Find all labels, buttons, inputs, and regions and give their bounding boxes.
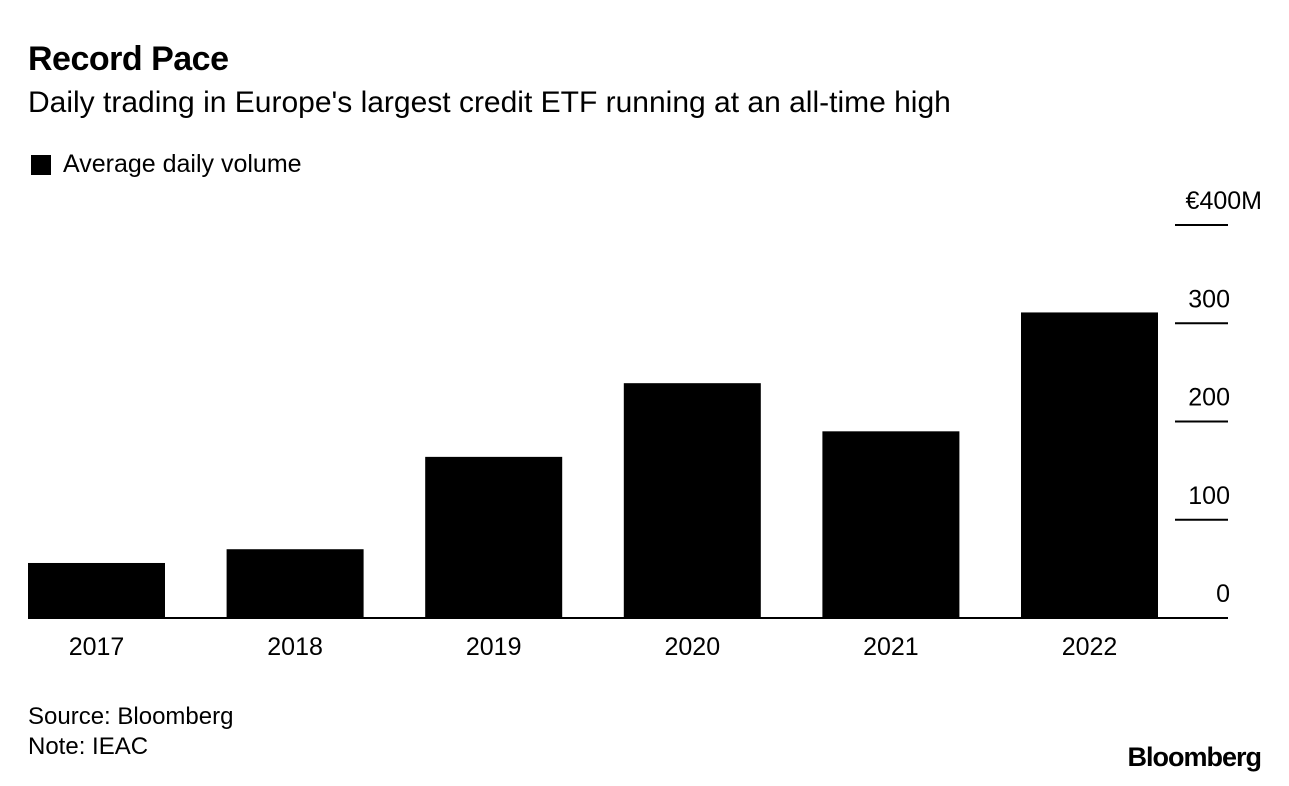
y-tick-label-0: 0 bbox=[1216, 580, 1230, 608]
footnote: Note: IEAC bbox=[28, 733, 149, 760]
source-note: Source: Bloomberg bbox=[28, 703, 234, 730]
x-tick-label-2018: 2018 bbox=[267, 633, 323, 661]
y-tick-label-200: 200 bbox=[1188, 384, 1230, 412]
legend: Average daily volume bbox=[31, 150, 302, 179]
bar-chart: 2017 2018 2019 2020 2021 2022 0 100 200 300 €400M bbox=[28, 187, 1262, 661]
bar-2022 bbox=[1021, 312, 1158, 618]
y-tick-label-300: 300 bbox=[1188, 285, 1230, 313]
legend-label: Average daily volume bbox=[63, 150, 302, 178]
y-tick-label-400: €400M bbox=[1186, 187, 1262, 215]
x-tick-label-2017: 2017 bbox=[69, 633, 125, 661]
bar-2021 bbox=[822, 431, 960, 618]
y-tick-label-100: 100 bbox=[1188, 482, 1230, 510]
chart-subtitle: Daily trading in Europe's largest credit… bbox=[28, 86, 951, 119]
x-tick-label-2019: 2019 bbox=[466, 633, 522, 661]
x-tick-label-2021: 2021 bbox=[863, 633, 919, 661]
bar-2020 bbox=[623, 383, 761, 618]
chart-title: Record Pace bbox=[28, 40, 229, 78]
bar-2017 bbox=[28, 562, 165, 618]
legend-swatch bbox=[31, 154, 51, 175]
bloomberg-logo: Bloomberg bbox=[1127, 742, 1262, 772]
bar-2019 bbox=[425, 456, 563, 618]
x-tick-label-2022: 2022 bbox=[1062, 633, 1118, 661]
x-tick-label-2020: 2020 bbox=[664, 633, 720, 661]
bar-2018 bbox=[226, 549, 364, 618]
